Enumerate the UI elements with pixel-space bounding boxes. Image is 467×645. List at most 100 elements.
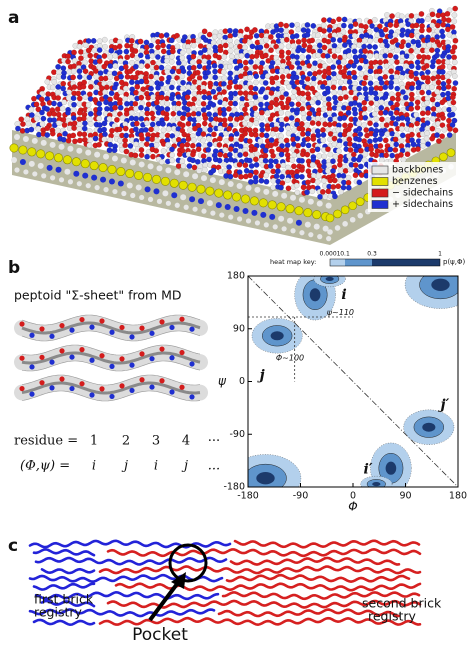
atom	[295, 38, 302, 45]
atom	[252, 131, 259, 138]
atom	[242, 130, 249, 137]
atom	[382, 69, 389, 76]
atom	[452, 37, 459, 44]
atom	[159, 378, 165, 384]
benzene	[355, 197, 365, 206]
atom	[165, 167, 172, 174]
atom	[330, 64, 337, 70]
atom	[207, 126, 214, 133]
atom	[283, 147, 290, 153]
atom	[435, 74, 441, 80]
atom	[227, 27, 233, 34]
atom	[70, 68, 77, 75]
atom	[283, 116, 290, 123]
atom	[317, 193, 323, 200]
atom	[190, 151, 196, 158]
atom	[309, 85, 316, 92]
atom	[383, 152, 390, 159]
atom	[44, 106, 51, 112]
atom	[148, 42, 155, 49]
atom	[335, 26, 342, 33]
atom	[170, 110, 177, 117]
atom	[211, 33, 218, 40]
angle-class: i	[154, 459, 158, 474]
atom	[322, 193, 329, 200]
atom	[288, 101, 295, 108]
atom	[200, 100, 207, 107]
atom	[264, 109, 271, 116]
atom	[330, 36, 337, 43]
backbone	[21, 321, 201, 335]
atom	[163, 95, 170, 102]
atom	[330, 18, 337, 25]
atom	[258, 32, 265, 39]
atom	[268, 47, 274, 54]
atom	[116, 43, 123, 50]
atom	[232, 121, 239, 127]
atom	[388, 58, 395, 65]
atom	[300, 47, 307, 54]
atom	[304, 151, 311, 158]
atom	[49, 385, 55, 391]
contour	[372, 482, 381, 487]
atom	[107, 141, 114, 148]
atom	[121, 190, 127, 197]
atom	[341, 115, 348, 121]
atom	[331, 177, 338, 184]
atom	[92, 135, 99, 142]
atom	[353, 58, 360, 65]
blue-strand	[40, 567, 96, 575]
blue-strand	[34, 590, 220, 601]
atom	[337, 189, 344, 195]
atom	[111, 147, 118, 154]
atom	[201, 94, 208, 101]
atom	[278, 109, 285, 116]
atom	[404, 151, 411, 158]
atom	[56, 101, 63, 108]
atom	[279, 173, 286, 180]
atom	[196, 63, 203, 70]
red-strand	[221, 591, 421, 601]
angle-class: j	[181, 459, 188, 474]
atom	[189, 73, 196, 80]
atom	[326, 27, 333, 33]
atom	[160, 148, 167, 154]
atom	[23, 169, 29, 175]
atom	[51, 117, 58, 123]
atom	[184, 94, 191, 101]
atom	[67, 145, 74, 152]
atom	[82, 68, 89, 75]
atom	[263, 42, 270, 49]
atom	[25, 120, 32, 127]
atom	[408, 105, 415, 112]
atom	[226, 84, 233, 90]
atom	[71, 49, 77, 56]
atom	[388, 68, 395, 75]
atom	[133, 141, 139, 148]
atom	[350, 151, 357, 158]
atom	[337, 95, 344, 102]
atom	[190, 53, 197, 60]
atom	[444, 26, 451, 33]
atom	[434, 52, 441, 59]
atom	[128, 37, 135, 44]
atom	[331, 141, 338, 148]
atom	[336, 161, 343, 168]
atom	[258, 114, 265, 121]
atom	[382, 26, 389, 33]
atom	[373, 152, 380, 159]
y-tick-label: -180	[223, 482, 245, 493]
row-label: residue =	[14, 434, 78, 449]
atom	[305, 95, 312, 102]
atom	[263, 188, 270, 195]
atom	[254, 220, 261, 226]
annotation: ψ~110	[327, 308, 354, 317]
atom	[414, 48, 420, 55]
atom	[378, 131, 385, 138]
atom	[82, 120, 88, 127]
atom	[127, 68, 134, 75]
atom	[242, 162, 249, 169]
atom	[331, 135, 338, 142]
angle-class: ...	[208, 459, 220, 474]
atom	[279, 73, 286, 80]
